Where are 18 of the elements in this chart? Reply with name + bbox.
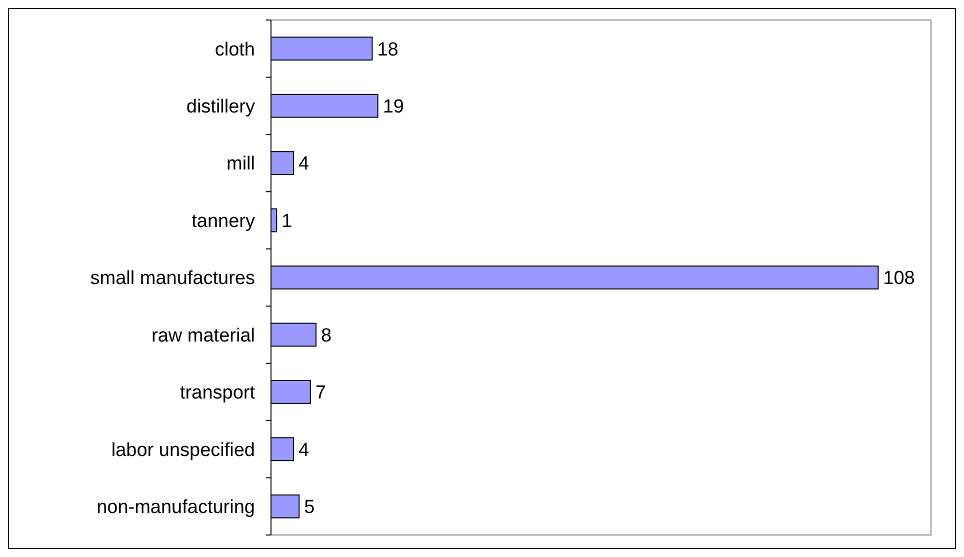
y-tick-label: distillery [186, 96, 256, 118]
data-label: 4 [298, 440, 310, 461]
data-label: 4 [298, 154, 310, 175]
data-label: 7 [315, 382, 326, 404]
y-tick-label: cloth [214, 39, 255, 60]
y-tick-label: small manufactures [90, 268, 255, 290]
y-tick-label: transport [180, 382, 256, 404]
data-label: 108 [883, 268, 915, 290]
data-label: 5 [304, 497, 315, 518]
y-tick-label: mill [226, 154, 255, 175]
data-label: 1 [282, 210, 292, 232]
data-label: 18 [377, 39, 398, 60]
y-tick-label: labor unspecified [111, 440, 255, 461]
y-tick-label: tannery [192, 210, 256, 232]
y-tick-label: non-manufacturing [96, 497, 255, 518]
data-label: 8 [320, 325, 332, 346]
data-label: 19 [382, 96, 404, 118]
y-tick-label: raw material [152, 325, 255, 346]
